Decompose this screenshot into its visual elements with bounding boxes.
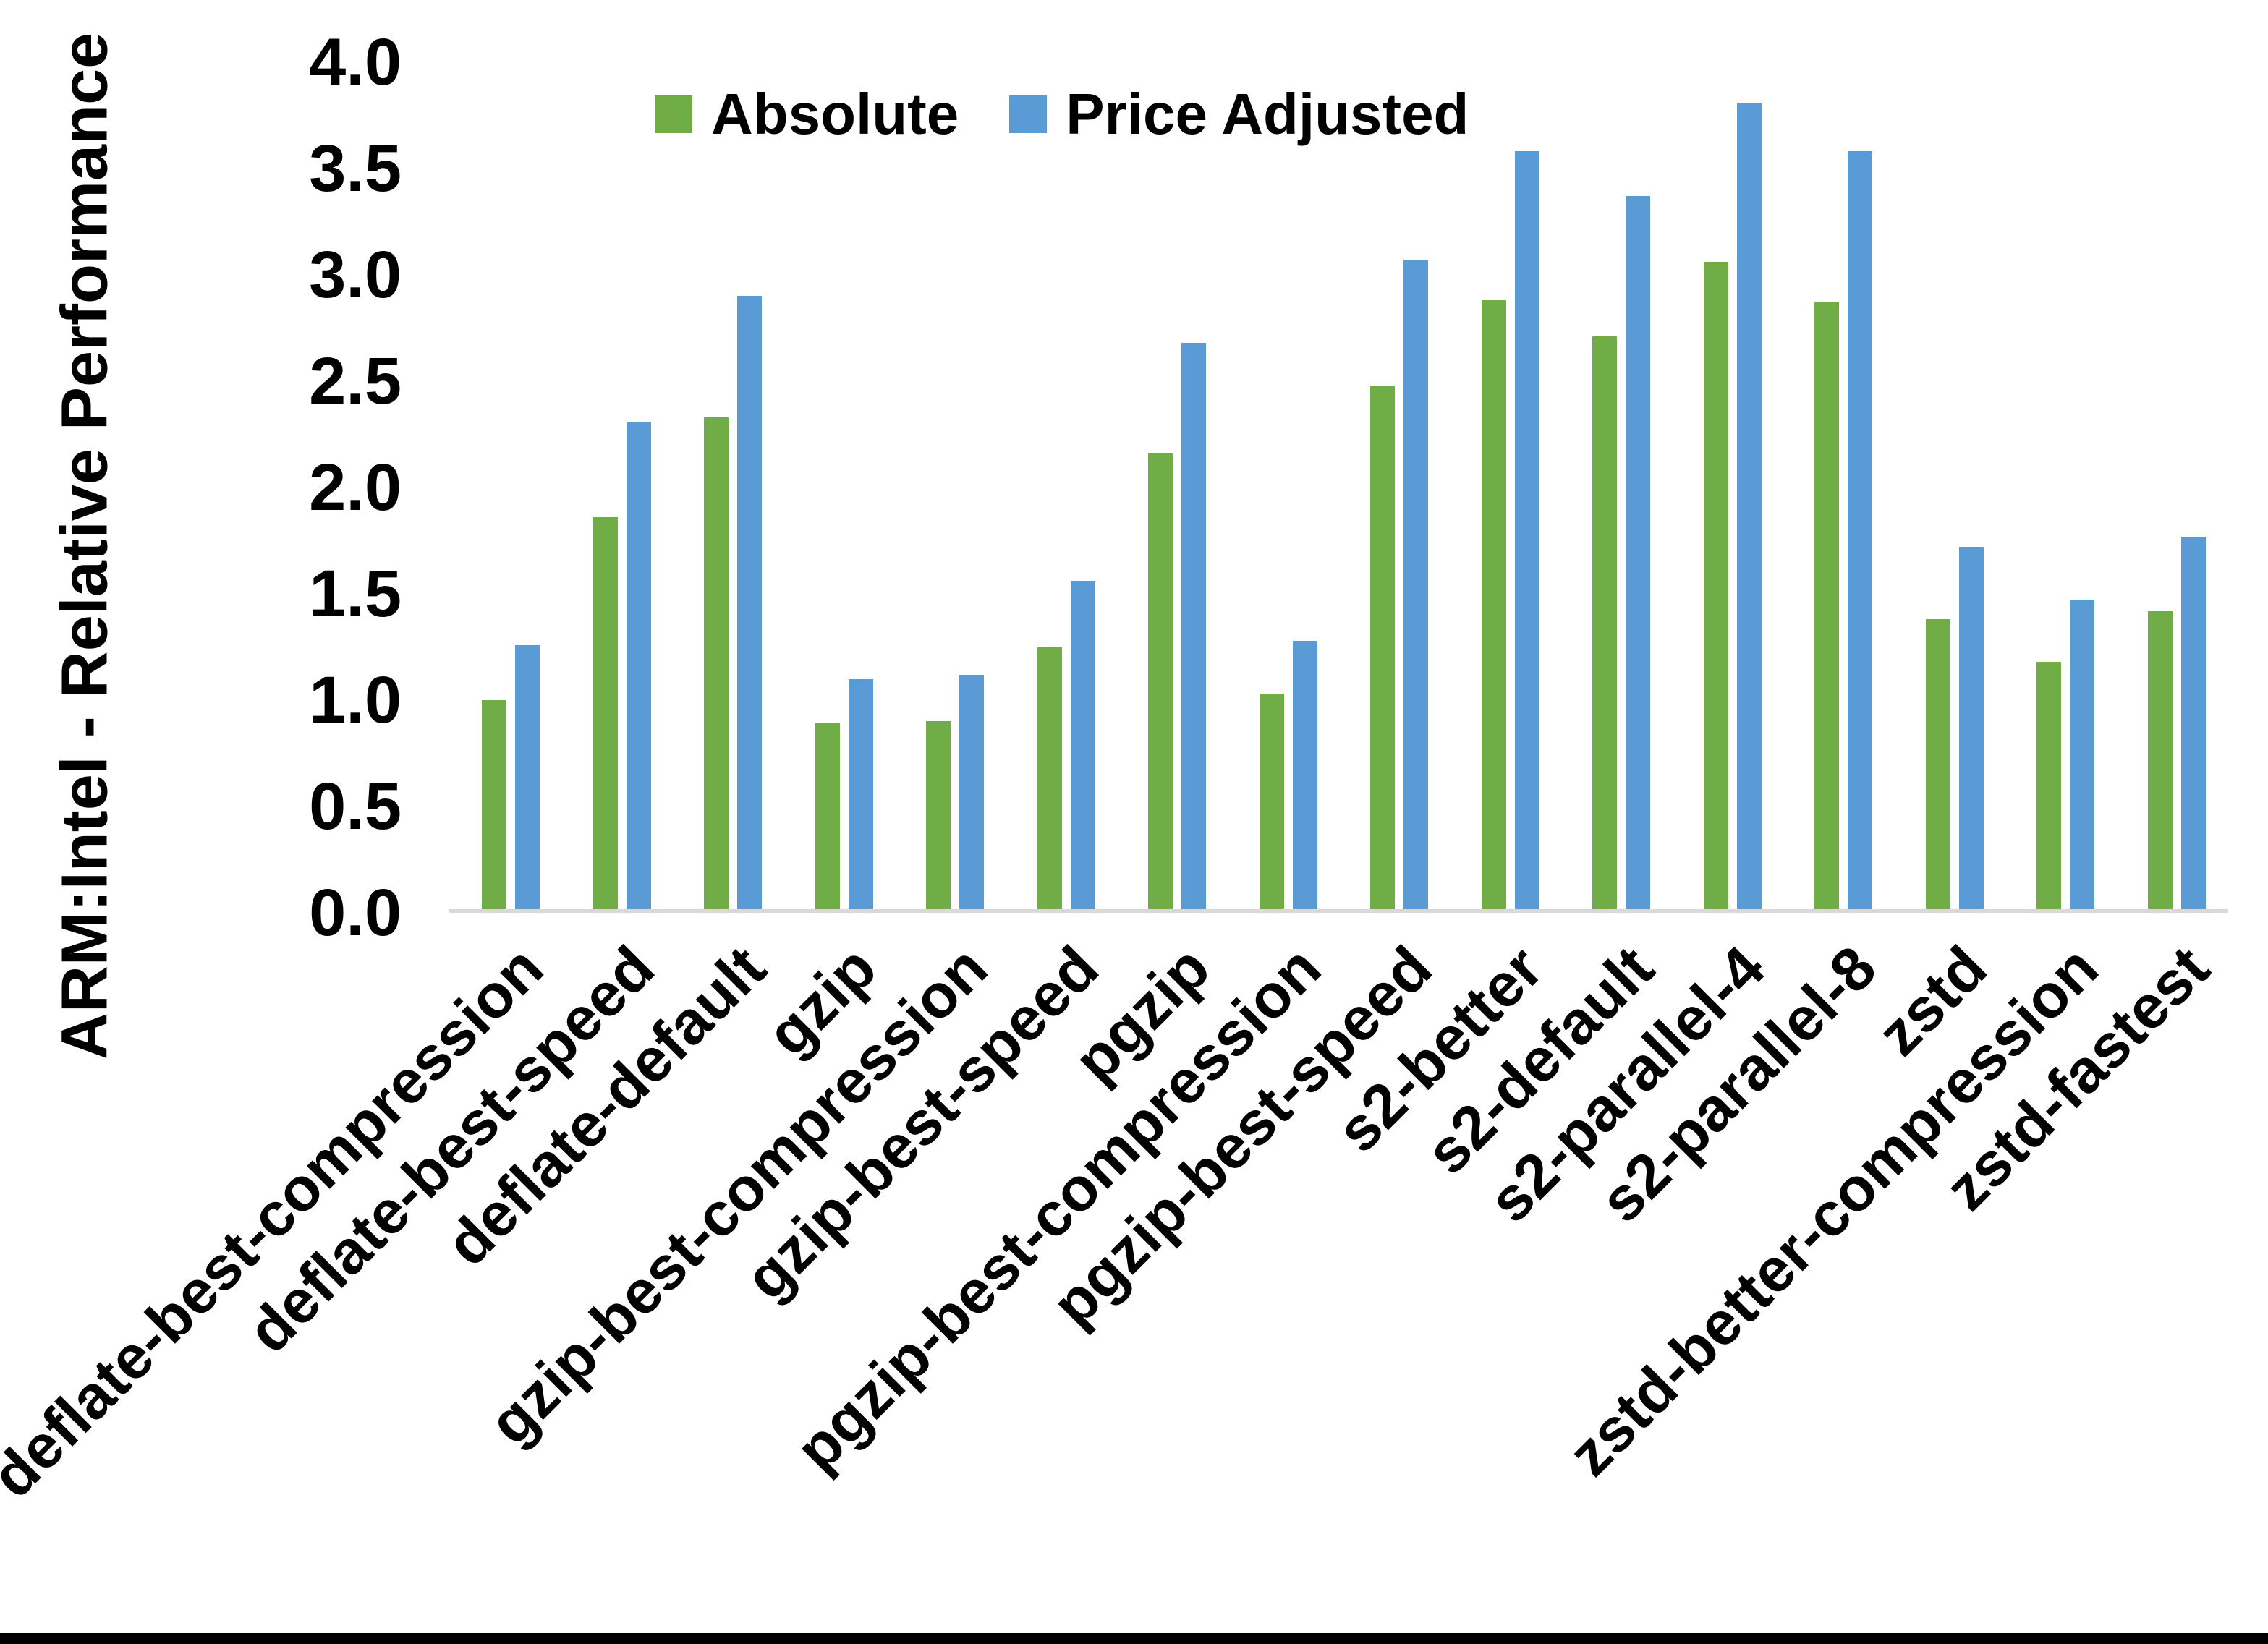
bottom-border-bar [0,1633,2268,1644]
bar-absolute-deflate-best-compression [482,700,506,913]
bar-absolute-pgzip-best-speed [1370,385,1395,913]
legend-swatch-absolute [655,95,692,133]
bar-price-adjusted-gzip-best-speed [1070,581,1095,913]
y-tick-label: 0.0 [309,876,402,950]
bar-price-adjusted-gzip-best-compression [959,674,984,913]
bar-price-adjusted-pgzip-best-speed [1403,260,1428,913]
x-axis-line [449,909,2228,913]
bar-absolute-gzip-best-speed [1037,647,1062,913]
bar-absolute-deflate-default [704,417,729,913]
bar-price-adjusted-s2-parallel-8 [1848,151,1872,913]
bar-absolute-pgzip [1148,453,1173,913]
y-tick-label: 3.0 [309,238,402,312]
bar-price-adjusted-deflate-best-compression [515,644,540,913]
y-tick-label: 1.5 [309,557,402,631]
legend-item-absolute: Absolute [655,85,959,143]
y-tick-label: 2.5 [309,344,402,418]
bar-price-adjusted-gzip [848,678,873,913]
y-axis-title: ARM:Intel - Relative Performance [48,32,122,1060]
bar-absolute-s2-better [1481,300,1506,913]
bar-price-adjusted-pgzip-best-compression [1292,640,1317,913]
bar-absolute-gzip-best-compression [926,721,951,913]
bar-absolute-s2-parallel-8 [1814,302,1839,913]
bar-absolute-s2-default [1592,336,1617,913]
y-tick-label: 1.0 [309,663,402,737]
legend-swatch-price-adjusted [1009,95,1048,133]
bar-price-adjusted-s2-better [1514,151,1539,913]
bar-absolute-deflate-best-speed [593,517,618,913]
legend-label-absolute: Absolute [711,82,959,146]
y-tick-label: 0.5 [309,770,402,843]
bar-absolute-pgzip-best-compression [1259,694,1284,913]
bar-absolute-zstd-fastest [2147,610,2173,913]
bar-price-adjusted-zstd-better-compression [2070,600,2094,913]
legend-label-price-adjusted: Price Adjusted [1066,82,1469,146]
y-tick-label: 3.5 [309,132,402,205]
bar-absolute-gzip [815,723,840,913]
legend: Absolute Price Adjusted [655,85,1469,143]
bar-absolute-zstd [1925,619,1950,913]
bar-price-adjusted-deflate-default [737,296,762,913]
bar-absolute-zstd-better-compression [2036,662,2061,913]
bar-price-adjusted-zstd-fastest [2180,536,2206,913]
bar-price-adjusted-pgzip [1181,343,1206,913]
y-tick-label: 2.0 [309,451,402,524]
legend-item-price-adjusted: Price Adjusted [1009,85,1469,143]
bar-price-adjusted-zstd [1958,547,1984,913]
bar-price-adjusted-s2-parallel-4 [1736,102,1762,913]
bar-price-adjusted-deflate-best-speed [626,421,651,913]
bar-price-adjusted-s2-default [1626,196,1650,913]
y-tick-label: 4.0 [309,25,402,99]
bar-absolute-s2-parallel-4 [1703,262,1728,913]
